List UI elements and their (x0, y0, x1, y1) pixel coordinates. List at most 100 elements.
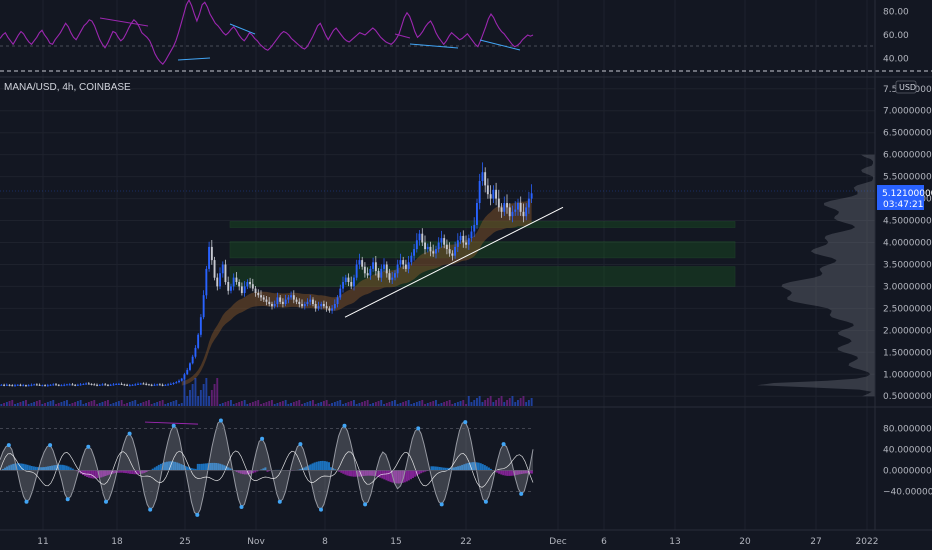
rsi-tick-label: 60.00 (883, 31, 909, 41)
candle-body (445, 244, 448, 250)
ema-band (181, 198, 532, 386)
volume-bar (98, 403, 101, 406)
currency-button[interactable]: USD (895, 80, 917, 94)
candle-body (322, 304, 325, 307)
last-price-badge: 5.12100000 03:47:21 (877, 185, 932, 210)
oscillator-histogram-bar (317, 461, 320, 471)
oscillator-histogram-bar (143, 470, 146, 473)
volume-bar (508, 398, 511, 406)
oscillator-histogram-bar (10, 464, 13, 471)
oscillator-axis: 80.00000000 40.00000000 0.00000000 −40.0000… (883, 424, 932, 497)
candle-body (325, 306, 328, 309)
oscillator-tick-label: −40.00000000 (883, 487, 932, 497)
oscillator-histogram-bar (98, 470, 101, 478)
volume-bar (41, 404, 44, 406)
candle-body (489, 194, 492, 199)
candle-body (183, 374, 186, 379)
oscillator-histogram-bar (106, 470, 109, 476)
volume-bar (0, 404, 3, 406)
oscillator-histogram-bar (352, 470, 355, 477)
candle-body (44, 385, 46, 387)
oscillator-histogram-bar (213, 462, 216, 471)
rsi-line (0, 0, 534, 66)
oscillator-histogram-bar (47, 466, 50, 471)
volume-bar (478, 396, 481, 406)
oscillator-extreme-dot (277, 499, 282, 504)
oscillator-histogram-bar (430, 466, 433, 471)
volume-bar (344, 403, 347, 406)
oscillator-histogram-bar (440, 467, 443, 471)
candle-body (265, 299, 268, 302)
oscillator-histogram-bar (362, 470, 365, 476)
time-tick-label: 25 (179, 537, 190, 547)
candle-body (443, 238, 446, 245)
volume-bar (435, 400, 437, 406)
volume-bar (298, 400, 301, 406)
candle-body (295, 299, 298, 302)
candle-body (0, 384, 3, 386)
volume-bar (5, 402, 8, 406)
oscillator-histogram-bar (373, 470, 376, 476)
volume-bar (199, 390, 202, 406)
volume-bar (251, 402, 254, 406)
oscillator-histogram-bar (194, 468, 197, 471)
candle-body (268, 301, 271, 304)
oscillator-extreme-dot (195, 512, 200, 517)
oscillator-histogram-bar (246, 470, 248, 475)
rsi-panel[interactable] (0, 0, 932, 72)
time-tick-label: 22 (460, 537, 471, 547)
volume-bar (495, 400, 497, 406)
volume-bar (66, 400, 68, 406)
volume-bar (350, 401, 353, 406)
candle-body (366, 273, 369, 276)
volume-bar (254, 401, 257, 406)
oscillator-histogram-bar (328, 462, 330, 471)
candle-body (339, 288, 342, 298)
volume-bar (221, 403, 224, 406)
volume-bar (333, 402, 336, 406)
candle-body (336, 297, 339, 304)
oscillator-histogram-bar (120, 470, 123, 473)
volume-bar (14, 404, 16, 406)
candle-body (131, 384, 134, 386)
trendline (344, 206, 564, 318)
oscillator-histogram-bar (309, 464, 312, 471)
candle-body (292, 295, 295, 300)
candle-body (429, 246, 432, 252)
oscillator-histogram-bar (504, 470, 507, 476)
candle-body (139, 383, 142, 385)
price-panel[interactable] (0, 154, 875, 406)
oscillator-panel[interactable] (0, 418, 534, 517)
candle-body (511, 211, 514, 217)
price-tick-label: 7.00000000 (883, 107, 932, 117)
support-zone (229, 266, 736, 287)
volume-bar (445, 401, 448, 406)
rsi-divergence-lines (99, 17, 521, 61)
oscillator-histogram-bar (202, 463, 205, 471)
volume-bar (44, 403, 46, 406)
volume-bar (79, 400, 82, 406)
volume-bar (292, 402, 295, 406)
oscillator-histogram-bar (348, 470, 351, 477)
volume-bar (197, 396, 200, 406)
candle-body (156, 384, 159, 386)
candle-body (350, 282, 353, 287)
oscillator-histogram-bar (211, 462, 214, 471)
volume-bar (16, 403, 19, 406)
candle-body (317, 306, 320, 309)
volume-bar (164, 404, 167, 406)
volume-bar (448, 400, 451, 406)
oscillator-histogram-bar (508, 470, 511, 476)
candle-body (440, 238, 443, 243)
volume-bar (301, 404, 303, 406)
time-tick-label: 27 (810, 537, 821, 547)
oscillator-histogram-bar (514, 470, 517, 476)
oscillator-extreme-dot (218, 418, 223, 423)
volume-bar (38, 400, 41, 406)
volume-bar (295, 401, 298, 406)
oscillator-histogram-bar (479, 463, 482, 471)
oscillator-divergence-lines (144, 421, 199, 425)
volume-bar (85, 403, 87, 406)
oscillator-histogram-bar (141, 470, 144, 474)
